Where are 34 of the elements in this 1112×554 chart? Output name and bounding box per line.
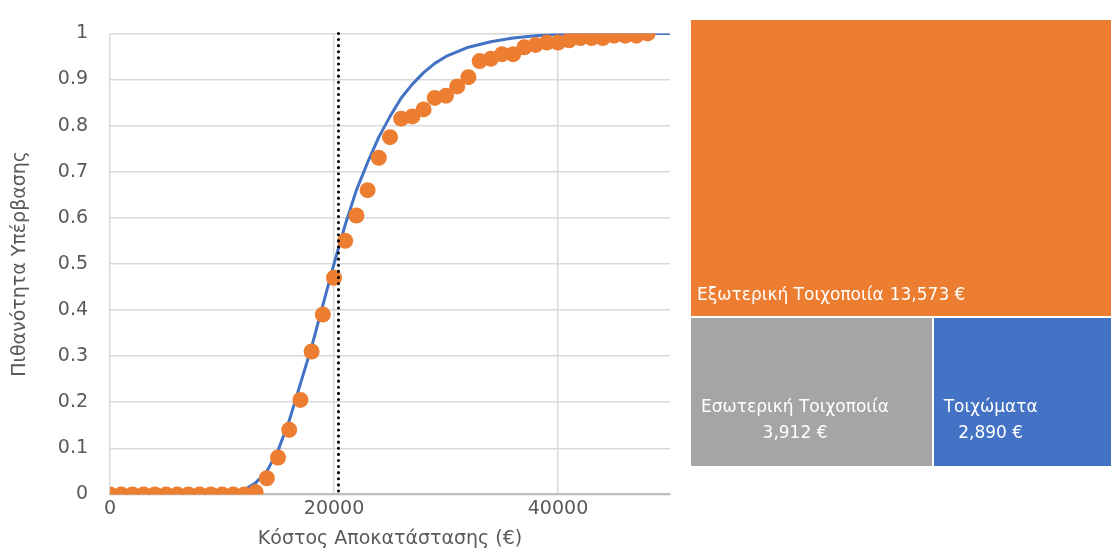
y-tick-label: 0.2 bbox=[57, 389, 89, 412]
y-tick-label: 0.3 bbox=[57, 343, 89, 366]
point bbox=[505, 46, 522, 63]
y-tick-label: 0.4 bbox=[57, 296, 89, 319]
point bbox=[337, 232, 354, 249]
y-tick-label: 0.8 bbox=[57, 112, 89, 135]
point bbox=[359, 182, 376, 199]
y-tick-label: 0 bbox=[75, 481, 89, 504]
y-tick-label: 1 bbox=[75, 20, 89, 43]
category-label: Εσωτερική Τοιχοποιία bbox=[701, 395, 890, 416]
y-tick-label: 0.6 bbox=[57, 204, 89, 227]
data-label: 2,890 € bbox=[957, 421, 1025, 442]
y-tick-label: 0.7 bbox=[57, 158, 89, 181]
y-axis-title: Πιθανότητα Υπέρβασης bbox=[7, 150, 30, 377]
category-label: Τοιχώματα bbox=[943, 395, 1038, 416]
point bbox=[404, 108, 421, 125]
point bbox=[460, 69, 477, 86]
point bbox=[415, 101, 432, 118]
y-tick-label: 0.1 bbox=[57, 435, 89, 458]
data-label: 3,912 € bbox=[761, 421, 829, 442]
point bbox=[314, 306, 331, 323]
y-tick-label: 0.5 bbox=[57, 250, 89, 273]
x-tick-label: 40000 bbox=[527, 495, 589, 518]
category-label: Εξωτερική Τοιχοποιία bbox=[697, 284, 884, 305]
data-label: 13,573 € bbox=[889, 284, 966, 305]
point bbox=[348, 207, 365, 224]
y-tick-label: 0.9 bbox=[57, 66, 89, 89]
point bbox=[370, 149, 387, 166]
x-tick-label: 20000 bbox=[303, 495, 365, 518]
point bbox=[449, 78, 466, 95]
x-tick-label: 0 bbox=[103, 495, 117, 518]
point bbox=[438, 87, 455, 104]
point bbox=[382, 129, 399, 146]
x-axis-title: Κόστος Αποκατάστασης (€) bbox=[257, 525, 523, 548]
